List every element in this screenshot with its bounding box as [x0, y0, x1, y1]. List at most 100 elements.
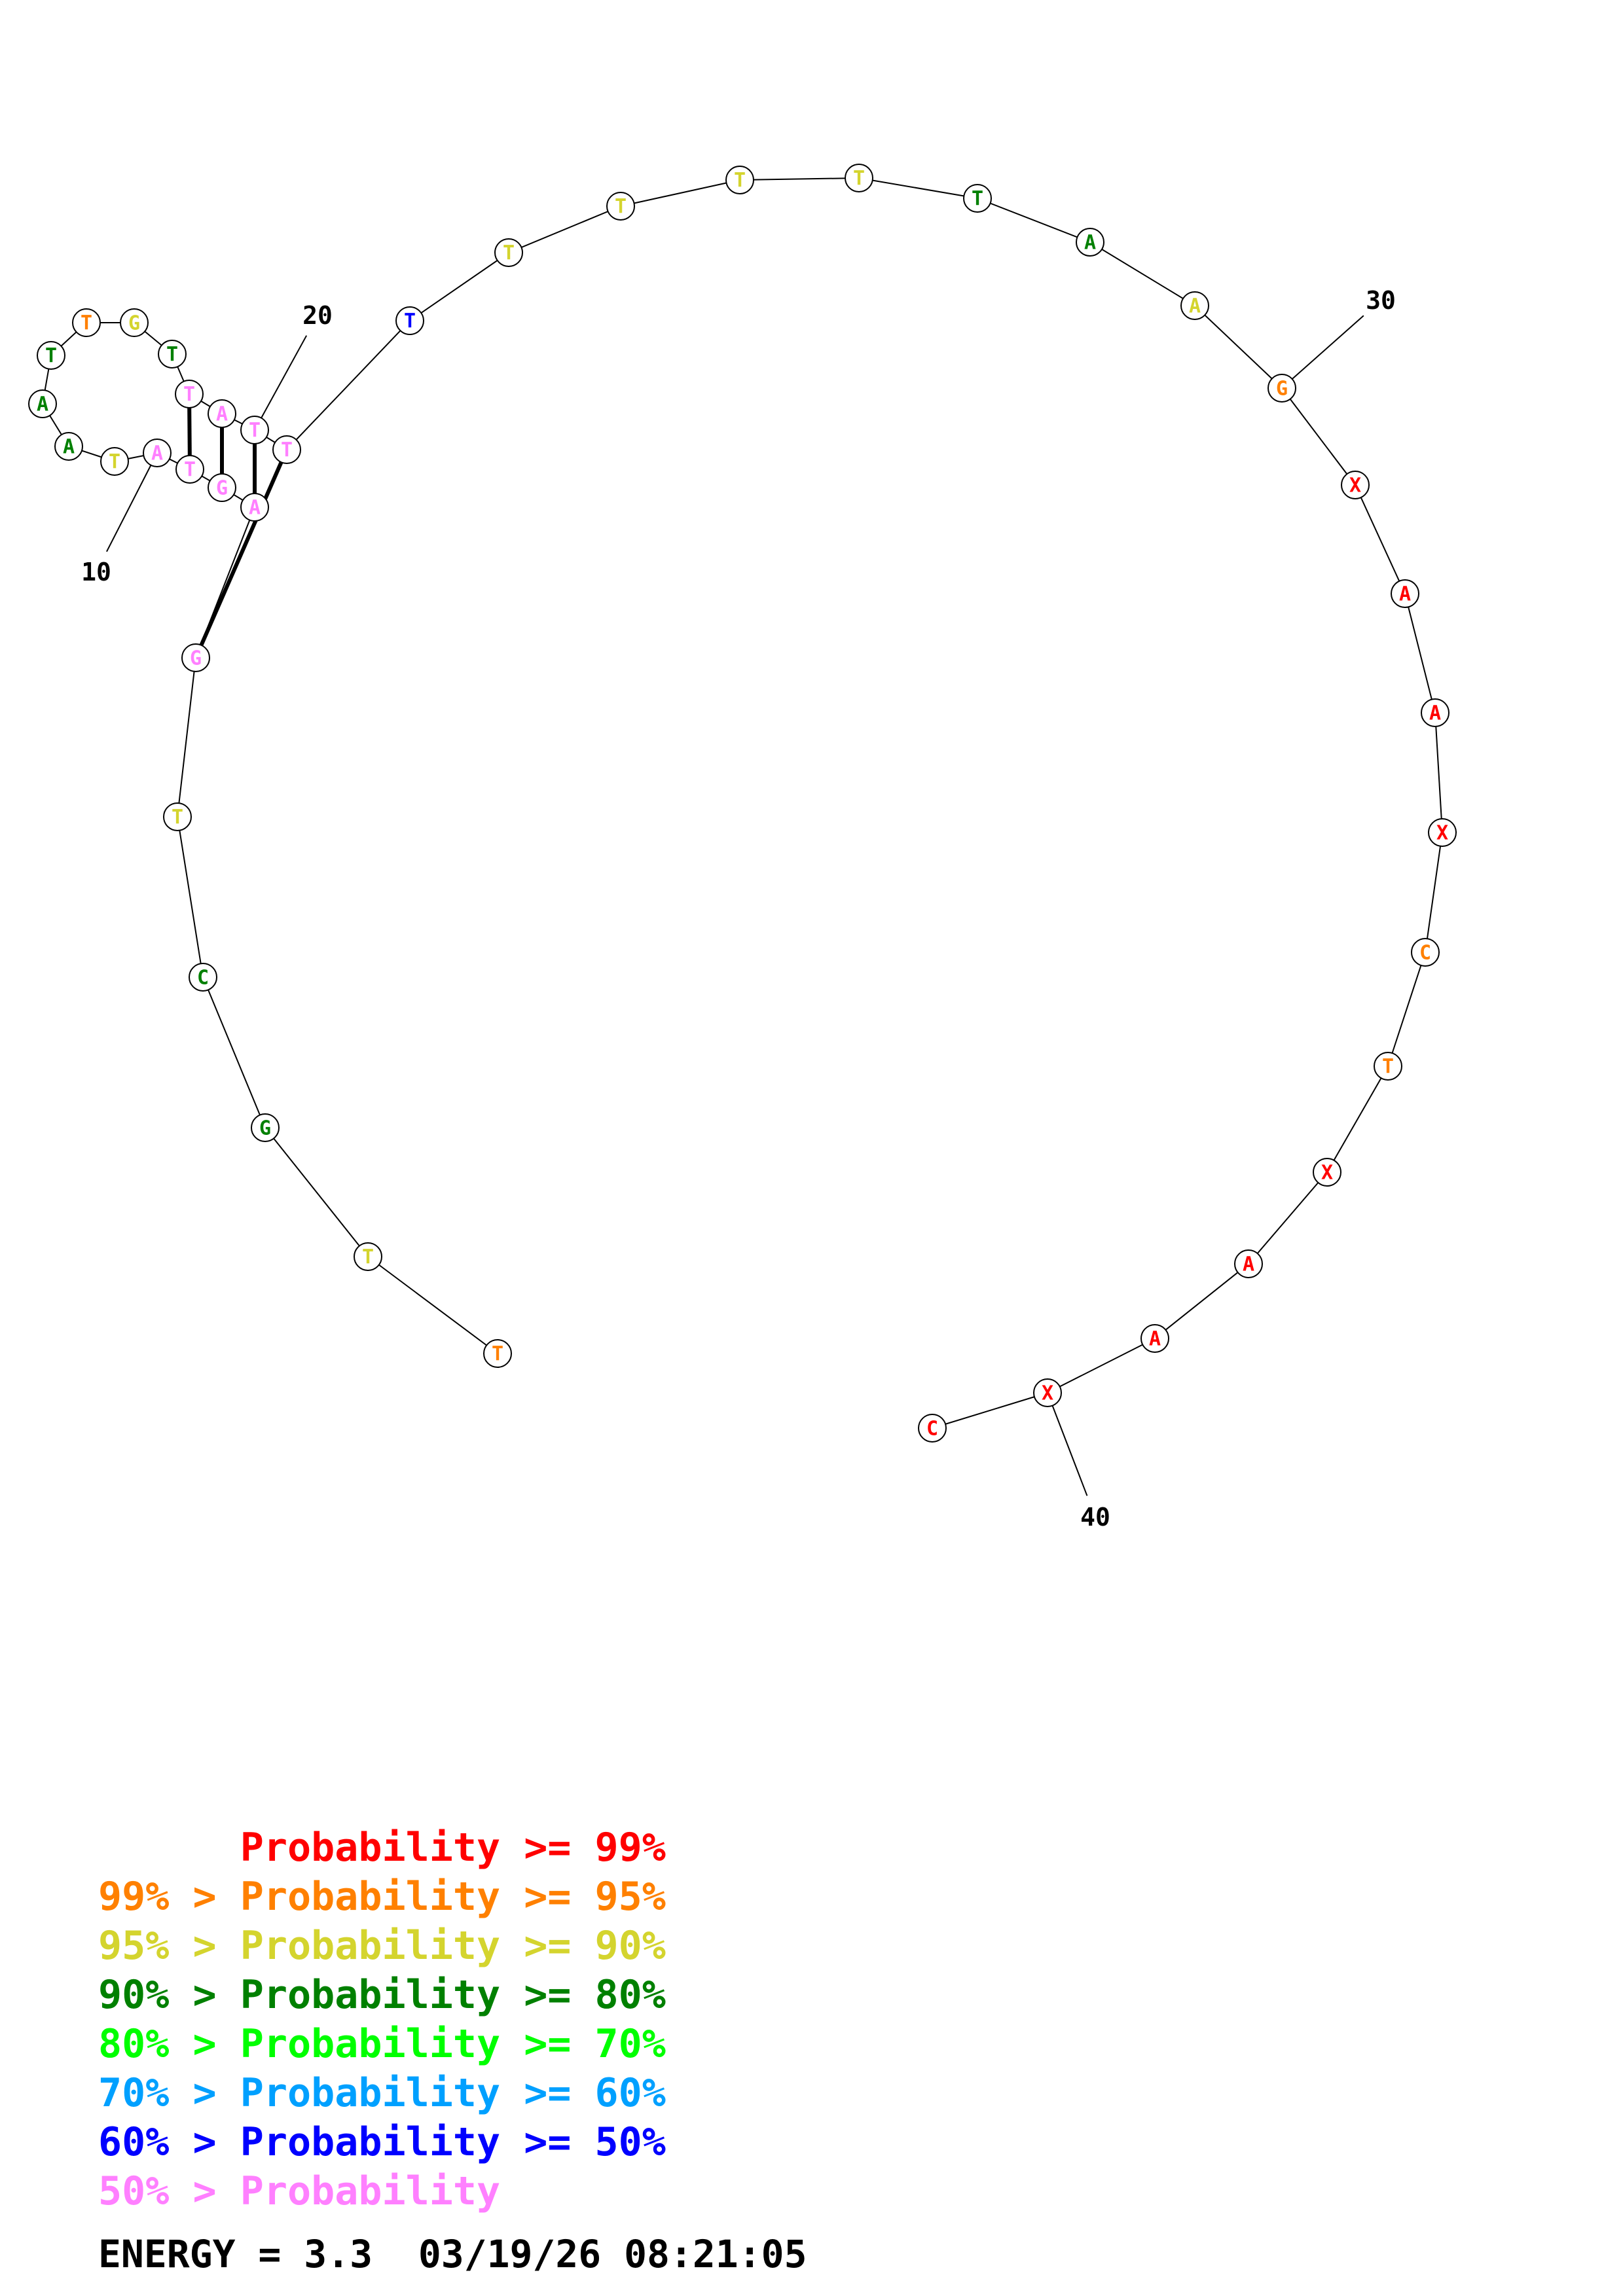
nucleotide-base: T [615, 196, 627, 219]
legend-value: 90% [594, 1923, 666, 1969]
legend-prefix: 99% [98, 1874, 170, 1920]
nucleotide-base: A [1399, 583, 1411, 606]
nucleotide-circle [272, 435, 301, 464]
backbone-segment [1248, 1172, 1328, 1265]
nucleotide-circle [725, 166, 754, 194]
legend-value: 95% [594, 1874, 666, 1920]
legend-arrow: > [192, 1972, 217, 2018]
legend-comparator: >= [524, 2119, 572, 2165]
nucleotide-base: X [1321, 1162, 1333, 1185]
nucleotide-base: A [63, 436, 75, 459]
nucleotide-circle [1180, 291, 1209, 320]
legend-prefix: 90% [98, 1972, 170, 2018]
position-tick-line [106, 452, 158, 552]
nucleotide-base: A [249, 497, 261, 520]
nucleotide-16: G [120, 308, 149, 337]
backbone-segment [1434, 712, 1443, 833]
nucleotide-base: C [1419, 942, 1431, 965]
nucleotide-base: T [45, 345, 57, 368]
legend-arrow: > [192, 2168, 217, 2214]
backbone-segment [739, 177, 860, 181]
nucleotide-33: A [1421, 698, 1450, 727]
nucleotide-18: T [175, 380, 204, 408]
nucleotide-24: T [606, 192, 635, 221]
legend-label: Probability [240, 1874, 501, 1920]
legend-value: 60% [594, 2070, 666, 2116]
nucleotide-40: X [1033, 1378, 1062, 1407]
position-ticks: 10 20 30 40 [81, 286, 1396, 1532]
nucleotide-20: T [240, 416, 269, 444]
legend-label: Probability [240, 2119, 501, 2165]
legend-arrow: > [192, 1923, 217, 1969]
position-label: 20 [302, 301, 333, 330]
nucleotide-circle [1374, 1052, 1402, 1081]
base-pair-bond [194, 448, 289, 659]
nucleotide-31: X [1341, 471, 1370, 499]
backbone-segment [177, 657, 196, 817]
nucleotide-base: T [172, 806, 183, 829]
nucleotide-circle [120, 308, 149, 337]
backbone-segment [1089, 242, 1195, 306]
nucleotide-base: A [1429, 702, 1441, 725]
nucleotide-41: C [918, 1414, 947, 1443]
nucleotide-23: T [494, 238, 523, 267]
backbone-segment [1355, 484, 1406, 594]
nucleotide-base: A [216, 403, 228, 426]
backbone [42, 177, 1443, 1429]
legend-row: 99% > Probability >= 95% [98, 1877, 666, 1916]
nucleotide-circle [1033, 1378, 1062, 1407]
nucleotide-circle [963, 184, 992, 213]
legend-row: 60% > Probability >= 50% [98, 2123, 666, 2162]
legend-comparator: >= [524, 1972, 572, 2018]
nucleotide-circle [100, 447, 129, 476]
nucleotide-22: T [395, 306, 424, 335]
nucleotide-base: G [190, 647, 202, 670]
legend-row: 70% > Probability >= 60% [98, 2073, 666, 2113]
backbone-segment [1281, 387, 1356, 486]
backbone-segment [858, 177, 978, 199]
nucleotide-30: G [1267, 374, 1296, 403]
backbone-segment [1326, 1066, 1389, 1173]
nucleotide-5: T [163, 802, 192, 831]
nucleotide-26: T [845, 164, 873, 192]
nucleotide-circle [494, 238, 523, 267]
nucleotide-base: T [249, 420, 261, 442]
nucleotide-base: X [1042, 1382, 1053, 1405]
legend-label: Probability [240, 1923, 501, 1969]
nucleotide-9: T [175, 455, 204, 484]
nucleotide-4: C [189, 963, 217, 992]
backbone-segment [620, 179, 740, 207]
nucleotide-base: A [1189, 295, 1201, 318]
nucleotide-circle [143, 439, 172, 467]
legend-arrow: > [192, 2021, 217, 2067]
nucleotide-38: A [1234, 1249, 1263, 1278]
legend-row: 50% > Probability [98, 2172, 666, 2211]
nucleotide-6: G [181, 643, 210, 672]
nucleotide-circle [175, 380, 204, 408]
nucleotide-base: G [216, 477, 228, 500]
nucleotide-base: T [1382, 1056, 1394, 1079]
energy-line: ENERGY = 3.3 03/19/26 08:21:05 [98, 2232, 807, 2276]
position-label: 40 [1080, 1503, 1110, 1532]
backbone-segment [202, 977, 266, 1128]
nucleotide-base: T [281, 439, 293, 462]
legend-label: Probability [240, 2070, 501, 2116]
nucleotide-10: A [143, 439, 172, 467]
legend-row: 80% > Probability >= 70% [98, 2024, 666, 2064]
legend-comparator: >= [524, 1923, 572, 1969]
nucleotide-circle [240, 493, 269, 522]
nucleotide-circle [163, 802, 192, 831]
legend-prefix: 60% [98, 2119, 170, 2165]
nucleotide-circle [1076, 228, 1104, 257]
nucleotide-circle [54, 432, 83, 461]
nucleotide-base: G [128, 312, 140, 335]
nucleotide-32: A [1391, 579, 1419, 608]
legend-comparator: >= [524, 1874, 572, 1920]
nucleotide-28: A [1076, 228, 1104, 257]
nucleotide-34: X [1428, 818, 1457, 847]
position-tick-line [254, 335, 308, 431]
nucleotide-base: T [503, 242, 515, 265]
nucleotide-base: T [972, 188, 983, 211]
nucleotide-circle [208, 399, 236, 428]
